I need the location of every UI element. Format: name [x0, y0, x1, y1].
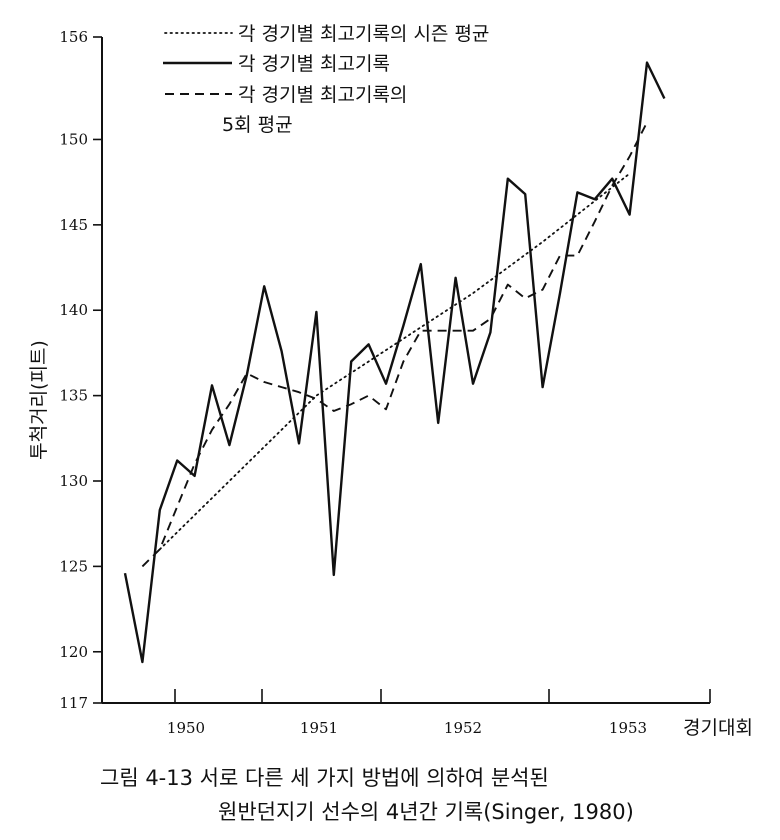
y-tick-label: 117: [59, 694, 88, 712]
chart: 117 120 125 130 135 140 145 150 156 1950 1951 1952…: [28, 23, 753, 739]
y-tick-label: 125: [59, 557, 88, 575]
y-axis-ticks: 117 120 125 130 135 140 145 150 156: [59, 28, 102, 712]
y-tick-label: 156: [59, 28, 88, 46]
legend-label: 각 경기별 최고기록의 시즌 평균: [238, 23, 489, 45]
y-tick-label: 140: [59, 301, 88, 319]
series-line-dashed: [141, 121, 648, 568]
figure-caption-line-1: 그림 4-13 서로 다른 세 가지 방법에 의하여 분석된: [100, 766, 549, 790]
x-tick-label: 1953: [609, 719, 647, 737]
legend-label-continued: 5회 평균: [222, 114, 293, 136]
x-axis-title: 경기대회: [683, 717, 753, 739]
y-tick-label: 145: [59, 216, 88, 234]
y-axis-title: 투척거리(피트): [28, 340, 50, 460]
y-tick-label: 120: [59, 643, 88, 661]
legend-label: 각 경기별 최고기록: [238, 53, 390, 75]
x-tick-label: 1950: [167, 719, 205, 737]
y-tick-label: 135: [59, 387, 88, 405]
axes: [101, 37, 710, 704]
y-tick-label: 130: [59, 472, 88, 490]
legend-label: 각 경기별 최고기록의: [238, 84, 407, 106]
x-tick-label: 1951: [300, 719, 338, 737]
series-line-dotted: [158, 172, 631, 551]
x-axis-ticks: 1950 1951 1952 1953: [167, 689, 711, 737]
figure-caption-line-2: 원반던지기 선수의 4년간 기록(Singer, 1980): [218, 800, 634, 824]
x-tick-label: 1952: [444, 719, 482, 737]
y-tick-label: 150: [59, 130, 88, 148]
series-line-solid: [123, 61, 666, 664]
series-layer: [123, 61, 666, 664]
